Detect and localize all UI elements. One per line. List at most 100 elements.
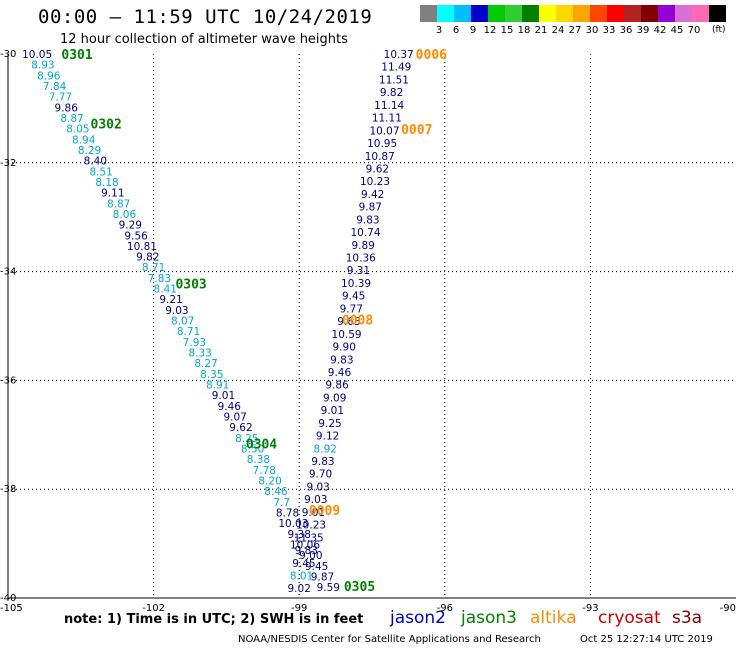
swh-value: 9.01 — [321, 405, 344, 417]
legend-swatch — [556, 5, 573, 22]
legend-swatch — [488, 5, 505, 22]
swh-value: 9.56 — [124, 230, 148, 242]
legend-tick: 18 — [517, 25, 531, 36]
legend-tick: 45 — [670, 25, 684, 36]
swh-value: 9.46 — [328, 367, 352, 379]
swh-value: 7.77 — [49, 92, 72, 104]
legend-swatch — [539, 5, 556, 22]
legend-tick: 3 — [435, 25, 443, 36]
satellite-name-altika: altika — [530, 608, 577, 628]
swh-value: 8.27 — [194, 358, 217, 370]
swh-value: 9.89 — [351, 240, 374, 252]
legend-swatch — [658, 5, 675, 22]
swh-value: 9.63 — [337, 316, 360, 328]
swh-value: 11.51 — [379, 74, 409, 86]
swh-value: 10.81 — [127, 241, 157, 253]
swh-value: 9.86 — [325, 380, 349, 392]
legend-tick: 12 — [483, 25, 497, 36]
swh-value: 9.70 — [309, 469, 332, 481]
pass-time-label: 0006 — [416, 48, 447, 63]
legend-swatch — [709, 5, 726, 22]
pass-time-label: 0008 — [342, 313, 373, 328]
lon-tick-label: -96 — [437, 603, 453, 614]
satellite-tracks: 10.058.938.967.847.779.868.878.058.948.2… — [22, 49, 414, 595]
swh-value: 9.38 — [288, 529, 311, 541]
swh-value: 9.31 — [347, 265, 370, 277]
swh-value: 9.25 — [318, 418, 341, 430]
swh-value: 8.20 — [258, 475, 281, 487]
legend-swatch — [420, 5, 437, 22]
lon-tick-label: -105 — [0, 603, 23, 614]
swh-value: 8.07 — [171, 316, 194, 328]
swh-value: 10.23 — [360, 176, 390, 188]
swh-value: 9.77 — [340, 303, 363, 315]
legend-tick: 24 — [551, 25, 565, 36]
swh-value: 8.87 — [60, 113, 83, 125]
lon-tick-label: -93 — [582, 603, 598, 614]
legend-tick: 30 — [585, 25, 599, 36]
swh-value: 9.42 — [361, 189, 384, 201]
color-legend: 3 6 9 12 15 18 21 24 27 30 33 36 39 42 45 70 (ft) — [420, 5, 730, 39]
swh-value: 8.93 — [31, 60, 54, 72]
swh-value: 9.46 — [218, 401, 242, 413]
legend-swatch — [641, 5, 658, 22]
swh-value: 10.59 — [332, 329, 362, 341]
swh-value: 8.01 — [290, 570, 313, 582]
swh-value: 8.18 — [95, 177, 118, 189]
legend-tick: 33 — [602, 25, 616, 36]
swh-value: 9.62 — [229, 422, 252, 434]
swh-value: 10.39 — [341, 278, 371, 290]
swh-value: 8.92 — [314, 443, 337, 455]
swh-value: 10.95 — [367, 138, 397, 150]
page-title: 00:00 – 11:59 UTC 10/24/2019 — [38, 6, 373, 28]
swh-value: 8.25 — [235, 433, 258, 445]
satellite-name-jason3: jason3 — [461, 608, 517, 628]
pass-time-label: 0305 — [344, 580, 375, 595]
satellite-name-cryosat: cryosat — [598, 608, 661, 628]
swh-value: 7.7 — [273, 497, 290, 509]
lat-tick-label: -40 — [0, 593, 16, 604]
swh-value: 7.83 — [148, 273, 171, 285]
swh-value: 9.21 — [159, 294, 182, 306]
swh-value: 8.41 — [154, 284, 177, 296]
swh-value: 10.36 — [346, 253, 376, 265]
swh-value: 9.03 — [304, 494, 327, 506]
legend-unit: (ft) — [712, 25, 726, 35]
legend-swatch — [607, 5, 624, 22]
legend-swatch — [437, 5, 454, 22]
pass-time-label: 0007 — [401, 123, 432, 138]
lat-tick-label: -32 — [0, 158, 16, 169]
lat-tick-label: -36 — [0, 375, 16, 386]
lon-tick-label: -99 — [291, 603, 307, 614]
swh-value: 9.45 — [292, 558, 315, 570]
swh-value: 9.62 — [366, 163, 389, 175]
satellite-name-jason2: jason2 — [390, 608, 446, 628]
swh-value: 9.07 — [223, 412, 246, 424]
swh-value: 9.83 — [330, 354, 353, 366]
legend-tick: 42 — [653, 25, 667, 36]
pass-time-label: 0009 — [309, 504, 340, 519]
swh-value: 10.07 — [369, 125, 399, 137]
swh-value: 9.82 — [136, 252, 159, 264]
legend-swatch — [675, 5, 692, 22]
swh-value: 9.83 — [295, 545, 318, 557]
legend-tick: 39 — [636, 25, 650, 36]
swh-value: 8.06 — [113, 209, 137, 221]
swh-value: 8.40 — [84, 156, 107, 168]
pass-time-label: 0303 — [175, 278, 206, 293]
lat-tick-label: -30 — [0, 49, 16, 60]
swh-value: 8.46 — [264, 486, 288, 498]
swh-value: 9.83 — [356, 214, 379, 226]
map-grid — [8, 54, 736, 598]
legend-swatch — [505, 5, 522, 22]
swh-value: 9.83 — [311, 456, 334, 468]
swh-value: 8.29 — [78, 145, 101, 157]
swh-value: 9.12 — [316, 431, 339, 443]
swh-value: 10.05 — [22, 49, 52, 61]
legend-tick: 9 — [469, 25, 477, 36]
swh-value: 10.06 — [290, 539, 320, 551]
swh-value: 9.09 — [323, 392, 346, 404]
map-axes: -105 -102 -99 -96 -93 -90 -30 -32 -34 -36 -38 -40 — [0, 49, 736, 614]
swh-value: 9.45 — [305, 561, 328, 573]
